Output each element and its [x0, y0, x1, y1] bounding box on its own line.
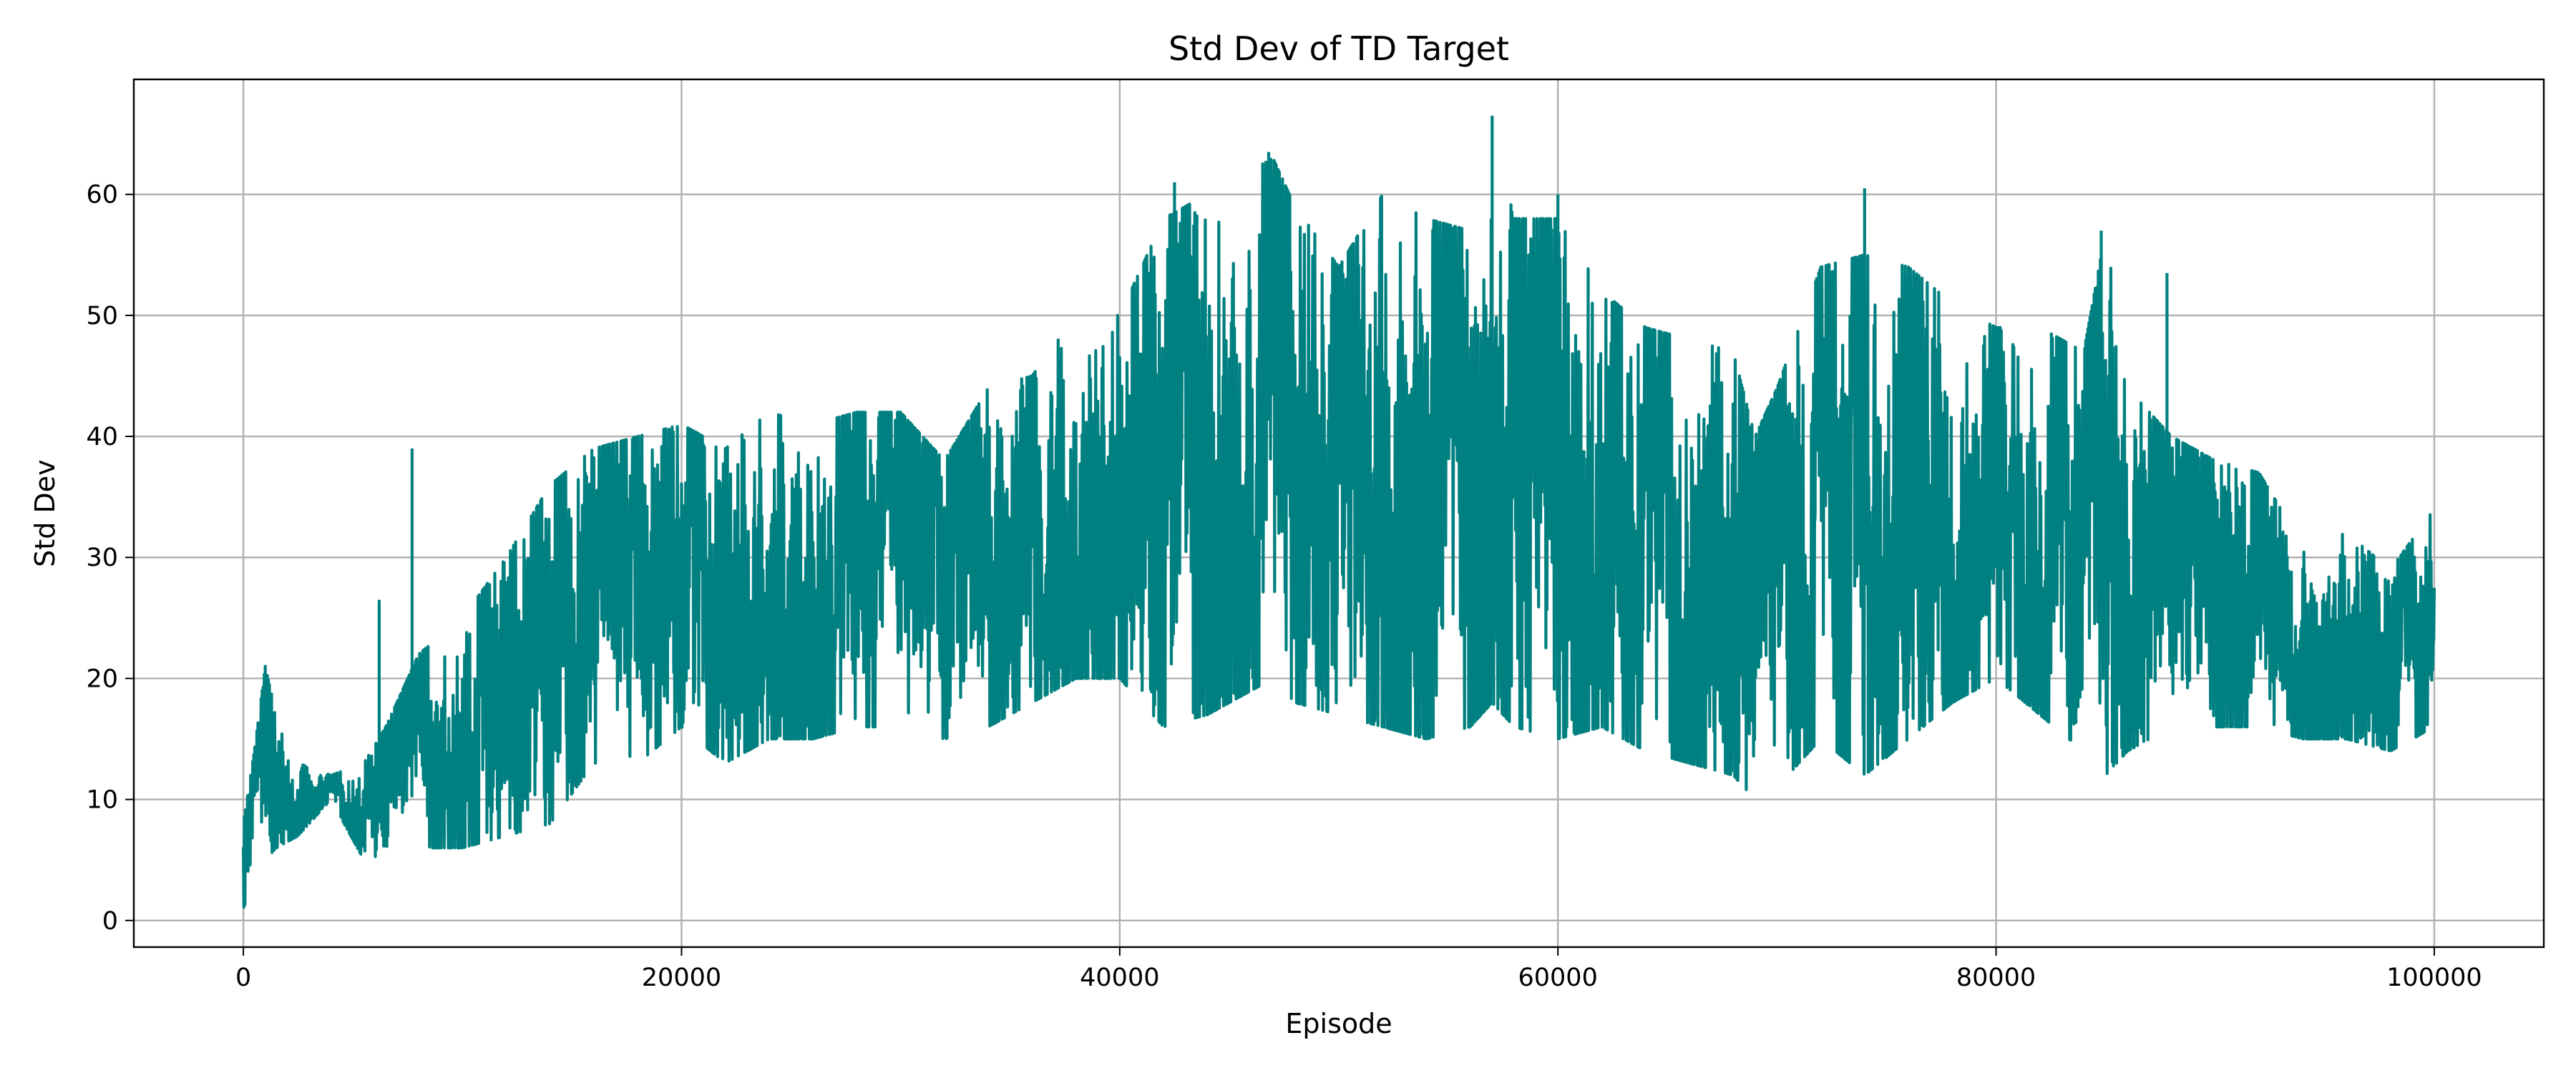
y-tick-label: 20 [86, 665, 118, 693]
y-tick-label: 0 [102, 907, 118, 936]
x-axis-label: Episode [1285, 1008, 1392, 1039]
x-tick-label: 100000 [2386, 964, 2482, 992]
x-tick-label: 0 [235, 964, 251, 992]
x-tick-label: 80000 [1956, 964, 2036, 992]
plot-frame [132, 78, 2545, 949]
x-axis-ticks: 0 20000 40000 60000 80000 100000 [235, 947, 2482, 992]
y-axis-label: Std Dev [29, 459, 61, 567]
x-tick-label: 60000 [1518, 964, 1598, 992]
y-axis-ticks: 0 10 20 30 40 50 60 [86, 181, 134, 936]
x-tick-label: 40000 [1080, 964, 1159, 992]
y-tick-label: 50 [86, 302, 118, 330]
series-path [242, 115, 2436, 909]
series-line [242, 115, 2436, 909]
chart-title: Std Dev of TD Target [1169, 29, 1509, 68]
y-tick-label: 40 [86, 423, 118, 451]
y-tick-label: 30 [86, 544, 118, 572]
y-tick-label: 60 [86, 181, 118, 210]
y-tick-label: 10 [86, 786, 118, 815]
x-tick-label: 20000 [642, 964, 721, 992]
